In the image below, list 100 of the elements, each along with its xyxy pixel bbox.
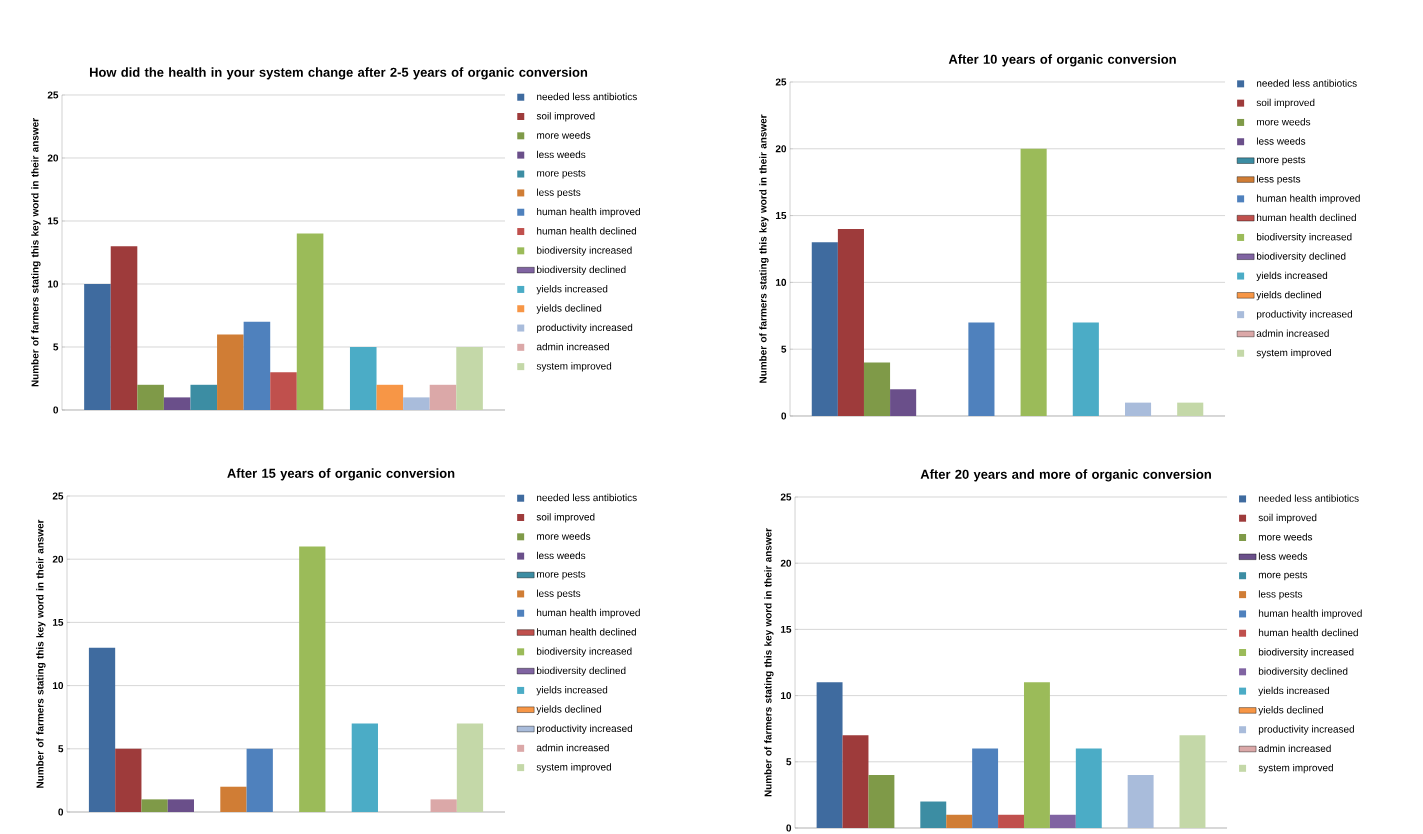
legend-label: productivity increased: [1258, 725, 1354, 735]
y-tick-label: 15: [781, 625, 792, 633]
bar: [890, 389, 917, 416]
legend-label: productivity increased: [537, 323, 633, 333]
legend-label: less pests: [537, 188, 581, 198]
legend-label: soil improved: [536, 513, 595, 523]
legend-label: soil improved: [1258, 513, 1317, 524]
bar: [946, 814, 973, 828]
bar: [349, 346, 377, 410]
bar: [243, 321, 271, 410]
bar: [811, 242, 838, 416]
legend-label: human health declined: [1258, 628, 1358, 637]
legend-label: system improved: [536, 763, 611, 773]
bar: [246, 748, 273, 812]
chart-title: After 10 years of organic conversion: [948, 54, 1176, 67]
bar: [456, 723, 484, 812]
legend-label: more pests: [1258, 571, 1308, 581]
y-tick-label: 0: [53, 406, 59, 414]
legend-label: productivity increased: [1256, 310, 1353, 320]
legend-label: human health declined: [537, 227, 637, 235]
bar: [429, 384, 457, 410]
bar: [84, 283, 111, 410]
legend-label: biodiversity declined: [537, 666, 626, 677]
y-tick-label: 25: [47, 91, 59, 99]
y-axis-title: Number of farmers stating this key word in their answer: [36, 519, 46, 788]
legend-label: needed less antibiotics: [1258, 494, 1359, 502]
bar: [1124, 402, 1152, 416]
bar: [299, 546, 326, 812]
bar: [270, 372, 297, 410]
bar: [920, 801, 947, 828]
bar: [998, 814, 1024, 828]
legend-label: admin increased: [536, 743, 609, 752]
bar: [115, 748, 142, 812]
legend-label: biodiversity increased: [1258, 648, 1354, 658]
legend-label: system improved: [1256, 348, 1331, 359]
legend-label: more weeds: [537, 131, 591, 139]
y-tick-label: 5: [58, 745, 64, 753]
legend-label: human health improved: [537, 207, 640, 218]
y-tick-label: 15: [48, 217, 59, 225]
y-tick-label: 25: [780, 493, 792, 501]
y-tick-label: 0: [786, 824, 792, 832]
bar: [837, 228, 864, 416]
y-tick-label: 5: [781, 345, 787, 353]
bar: [1177, 402, 1204, 416]
bar: [110, 246, 138, 410]
y-axis-title: Number of farmers stating this key word in their answer: [764, 528, 774, 797]
legend-label: more pests: [1256, 156, 1306, 166]
legend-label: yields declined: [536, 304, 602, 314]
legend-label: biodiversity increased: [1256, 233, 1352, 243]
legend-label: yields declined: [1258, 706, 1323, 716]
bar: [137, 384, 164, 410]
y-tick-label: 0: [781, 412, 787, 420]
legend-label: biodiversity declined: [537, 265, 626, 276]
y-tick-label: 15: [53, 618, 64, 626]
legend-label: needed less antibiotics: [1256, 79, 1357, 87]
legend-label: yields increased: [1258, 686, 1330, 697]
bar: [1023, 682, 1050, 828]
legend-label: yields declined: [536, 705, 602, 715]
legend-label: system improved: [1258, 763, 1333, 774]
y-tick-label: 5: [786, 758, 792, 766]
legend-label: human health improved: [1258, 609, 1362, 619]
legend-label: human health declined: [1257, 213, 1356, 222]
bar: [167, 799, 195, 812]
bar: [1020, 148, 1047, 416]
legend-label: human health improved: [1257, 194, 1360, 204]
y-tick-label: 25: [52, 492, 64, 500]
legend-label: yields declined: [1256, 291, 1322, 301]
legend-label: needed less antibiotics: [537, 493, 637, 502]
bar: [403, 397, 430, 410]
legend-label: less pests: [537, 589, 581, 599]
bar: [968, 322, 995, 416]
legend-label: soil improved: [1256, 98, 1315, 109]
legend-label: soil improved: [536, 112, 595, 122]
bar: [88, 647, 116, 812]
legend-label: more pests: [537, 571, 586, 580]
bar: [217, 334, 244, 410]
bar: [1072, 322, 1099, 416]
chart-title: After 20 years and more of organic conversion: [920, 469, 1211, 482]
legend-label: less weeds: [1258, 552, 1308, 560]
bar: [163, 397, 191, 410]
y-tick-label: 10: [776, 278, 787, 286]
legend-label: human health improved: [537, 608, 640, 619]
bar: [1049, 814, 1076, 828]
bar: [863, 362, 891, 416]
bar: [816, 682, 843, 828]
legend-label: admin increased: [536, 342, 609, 351]
y-tick-label: 20: [780, 559, 792, 567]
bar: [376, 384, 404, 410]
bar: [456, 346, 483, 410]
legend-label: more weeds: [1258, 533, 1313, 541]
legend-label: less weeds: [1256, 137, 1306, 145]
y-tick-label: 10: [48, 280, 59, 288]
bar: [430, 799, 457, 812]
legend-label: biodiversity declined: [1258, 667, 1348, 677]
bar: [1075, 748, 1102, 828]
bar: [842, 735, 869, 828]
bar: [220, 786, 247, 812]
y-tick-label: 25: [775, 78, 787, 86]
y-tick-label: 5: [53, 343, 59, 351]
bar: [1179, 735, 1206, 828]
